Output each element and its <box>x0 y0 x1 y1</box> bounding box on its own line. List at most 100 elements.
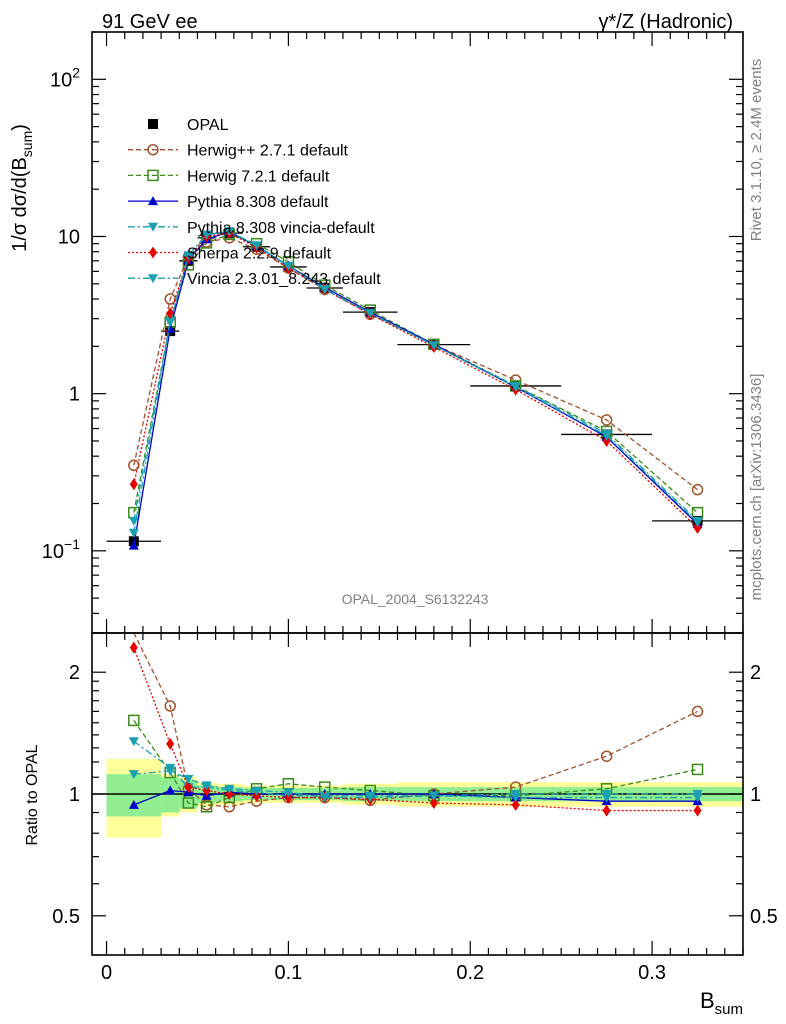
ratio-point <box>510 793 521 803</box>
header-left: 91 GeV ee <box>102 11 198 33</box>
data-point <box>224 227 235 237</box>
data-point <box>129 478 138 491</box>
x-tick-label: 0.2 <box>456 962 484 984</box>
x-axis-label: Bsum <box>700 988 743 1018</box>
data-point <box>283 261 294 271</box>
ratio-series-line <box>133 720 698 808</box>
data-point <box>319 285 330 295</box>
data-point <box>600 414 613 426</box>
data-point <box>365 309 376 319</box>
data-point <box>128 516 139 526</box>
legend-label: Pythia 8.308 vincia-default <box>187 220 375 237</box>
ratio-series-sherpa-2-2-9-default <box>129 641 702 817</box>
ratio-point <box>601 793 612 803</box>
legend-label: Herwig 7.2.1 default <box>187 168 330 185</box>
ratio-point <box>428 791 439 801</box>
legend-entry-pythia-8-308-default: Pythia 8.308 default <box>128 194 329 211</box>
ratio-point <box>202 784 211 797</box>
data-point <box>165 323 176 333</box>
legend-entry-pythia-8-308-vincia-default: Pythia 8.308 vincia-default <box>128 220 375 237</box>
ratio-point <box>602 804 611 817</box>
x-tick-label: 0.1 <box>274 962 302 984</box>
ratio-y-tick-label: 0.5 <box>52 906 80 928</box>
ratio-point <box>129 641 138 654</box>
ratio-point <box>691 705 704 718</box>
ratio-y-tick-label-right: 0.5 <box>750 906 778 928</box>
ratio-point <box>691 763 704 776</box>
ratio-y-tick-label-right: 2 <box>750 662 761 684</box>
x-tick-label: 0.3 <box>638 962 666 984</box>
ratio-point <box>225 788 234 800</box>
data-point <box>428 341 439 351</box>
rivet-label: Rivet 3.1.10, ≥ 2.4M events <box>748 59 765 242</box>
ratio-panel: 0.5 0.5 1 1 2 2 0 0.1 0.2 0.3 <box>52 632 778 984</box>
ratio-point <box>693 804 702 817</box>
ratio-point <box>252 789 261 802</box>
data-point <box>201 230 212 240</box>
data-point <box>165 318 176 328</box>
data-point <box>693 521 702 534</box>
data-point <box>251 241 262 251</box>
ratio-point <box>165 785 176 795</box>
legend-entry-vincia-2-3-01-8-243-default: Vincia 2.3.01_8.243 default <box>128 271 381 288</box>
ratio-point <box>165 766 176 776</box>
ratio-frame <box>91 632 744 956</box>
x-tick-label: 0 <box>101 962 112 984</box>
legend-entry-sherpa-2-2-9-default: Sherpa 2.2.9 default <box>128 246 332 263</box>
site-label: mcplots.cern.ch [arXiv:1306.3436] <box>748 374 765 601</box>
data-point <box>128 459 140 472</box>
ratio-y-tick-label-right: 1 <box>750 784 761 806</box>
ratio-point <box>223 801 236 813</box>
legend-label: Herwig++ 2.7.1 default <box>187 143 349 160</box>
ratio-ylabel: Ratio to OPAL <box>24 744 41 845</box>
legend: OPAL Herwig++ 2.7.1 default Herwig 7.2.1 d… <box>128 117 381 288</box>
legend-marker <box>148 222 158 232</box>
ratio-point <box>319 793 330 803</box>
legend-marker <box>148 274 158 284</box>
y-tick-label: 1 <box>69 384 80 406</box>
ratio-point <box>200 801 213 813</box>
ratio-point <box>128 799 139 809</box>
ratio-point <box>164 700 176 712</box>
legend-label: Vincia 2.3.01_8.243 default <box>187 271 381 288</box>
data-point <box>510 383 521 393</box>
ratio-series-vincia-2-3-01-8-243-default <box>128 766 703 803</box>
ratio-point <box>365 793 376 803</box>
ratio-point <box>283 788 294 798</box>
legend-marker <box>147 143 159 156</box>
series-vincia-2-3-01-8-243-default <box>128 227 703 538</box>
ratio-point <box>429 797 438 810</box>
ratio-point <box>182 797 195 809</box>
legend-marker <box>149 246 157 259</box>
analysis-id: OPAL_2004_S6132243 <box>342 591 489 607</box>
ratio-point <box>128 770 139 780</box>
y-tick-label: 10 <box>58 226 80 248</box>
legend-marker <box>147 169 159 182</box>
ratio-series-line <box>133 633 698 808</box>
ratio-point <box>251 786 262 796</box>
legend-entry-herwig-7-2-1-default: Herwig 7.2.1 default <box>128 168 330 185</box>
ratio-point <box>224 784 235 794</box>
legend-label: Pythia 8.308 default <box>187 194 329 211</box>
y-tick-label: 10−1 <box>42 536 80 563</box>
ratio-point <box>201 781 212 791</box>
main-ylabel: 1/σ dσ/d(Bsum) <box>9 124 35 252</box>
ratio-y-tick-label: 2 <box>69 662 80 684</box>
ratio-point <box>128 737 139 747</box>
ratio-point <box>600 750 613 762</box>
y-tick-label: 102 <box>50 64 80 91</box>
data-point <box>691 483 704 496</box>
header-right: γ*/Z (Hadronic) <box>599 11 733 33</box>
ratio-point <box>128 714 140 727</box>
ratio-point <box>166 737 175 750</box>
data-point <box>692 518 703 528</box>
legend-label: Sherpa 2.2.9 default <box>187 246 332 263</box>
ratio-point <box>184 781 193 794</box>
legend-marker <box>148 119 158 129</box>
uncertainty-band-inner <box>106 774 162 817</box>
legend-entry-opal: OPAL <box>148 117 229 134</box>
uncertainty-band-inner <box>161 777 180 813</box>
ratio-point <box>692 793 703 803</box>
legend-marker <box>148 196 158 206</box>
